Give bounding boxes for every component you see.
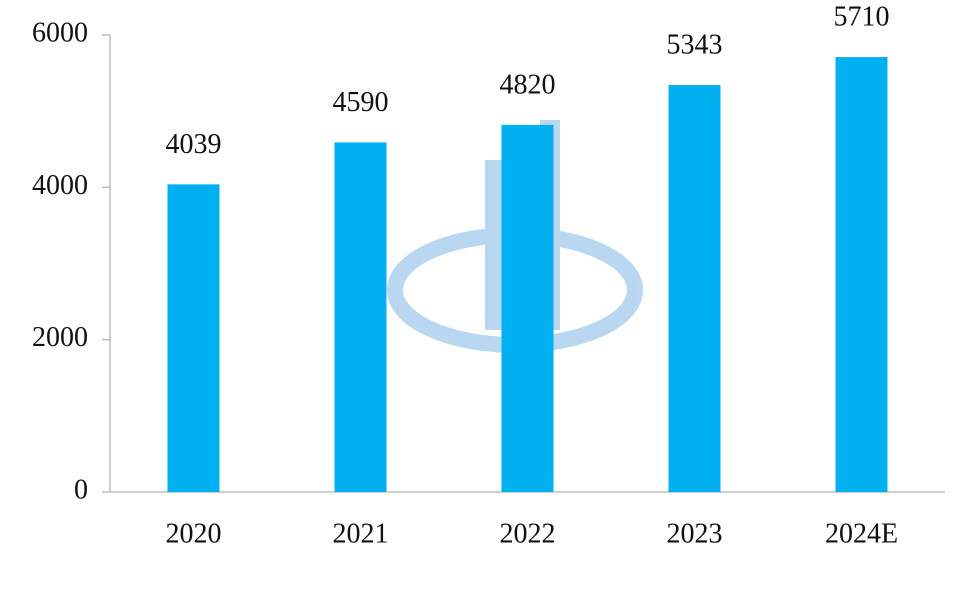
- watermark-stem: [485, 160, 505, 330]
- x-tick-label: 2023: [667, 518, 723, 549]
- bar: [167, 184, 220, 492]
- x-tick-label: 2024E: [825, 518, 898, 549]
- x-tick-label: 2022: [500, 518, 556, 549]
- value-label: 5710: [834, 2, 890, 33]
- x-tick-label: 2021: [333, 518, 389, 549]
- value-label: 5343: [667, 29, 723, 60]
- y-tick-label: 6000: [32, 17, 88, 48]
- value-label: 4820: [500, 69, 556, 100]
- bar: [835, 57, 888, 493]
- bar: [668, 85, 721, 492]
- bar: [501, 124, 554, 493]
- bar: [334, 142, 387, 492]
- y-tick-label: 2000: [32, 322, 88, 353]
- x-tick-label: 2020: [166, 518, 222, 549]
- value-label: 4590: [333, 87, 389, 118]
- value-label: 4039: [166, 129, 222, 160]
- y-tick-label: 4000: [32, 170, 88, 201]
- y-tick-label: 0: [74, 474, 88, 505]
